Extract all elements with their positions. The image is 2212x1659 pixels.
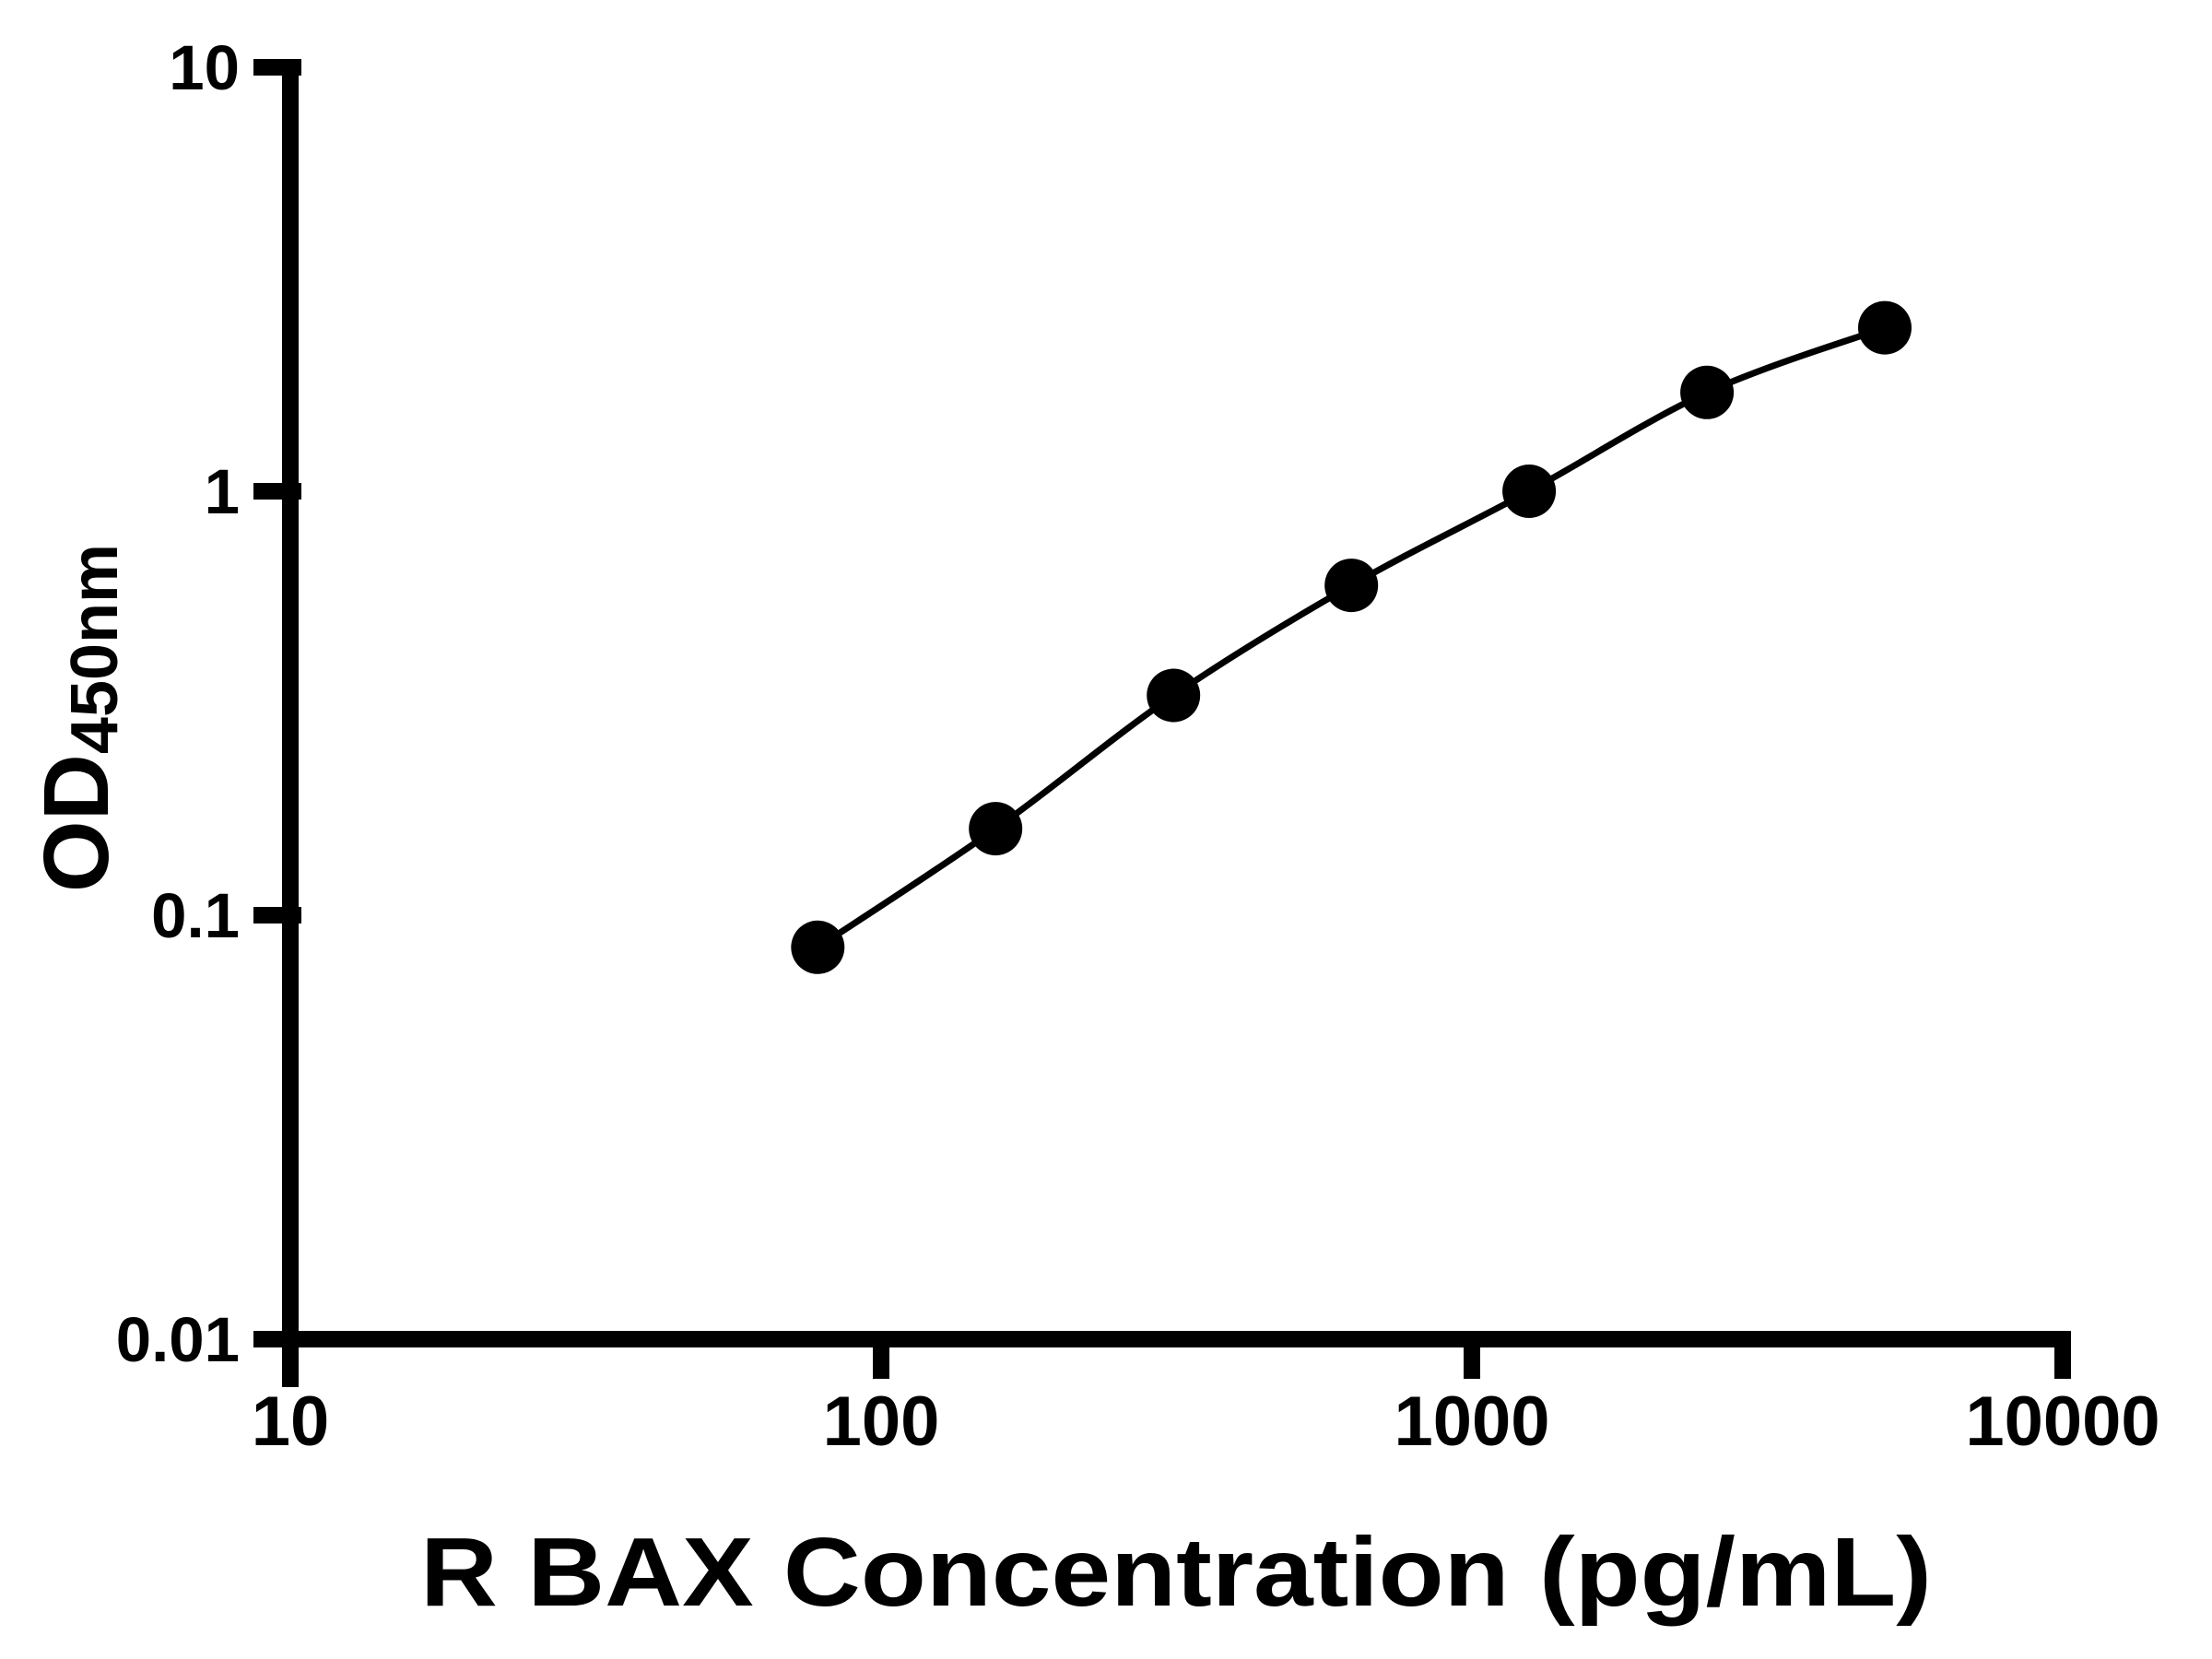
x-tick	[1464, 1331, 1480, 1379]
y-tick-label: 1	[205, 456, 240, 527]
data-point-marker	[1858, 300, 1912, 355]
y-axis-title-subscript: 450nm	[58, 544, 132, 754]
x-tick-label: 100	[823, 1382, 940, 1461]
data-point-marker	[969, 802, 1023, 856]
y-tick	[253, 59, 301, 76]
x-axis-ticks	[282, 1331, 2071, 1379]
y-tick-label: 0.1	[151, 880, 240, 951]
data-point-marker	[1680, 365, 1735, 419]
x-tick-label: 10	[252, 1382, 330, 1461]
standard-curve-line	[816, 324, 1887, 950]
y-tick	[253, 907, 301, 924]
data-point-marker	[791, 920, 845, 974]
x-tick-label: 1000	[1394, 1382, 1549, 1461]
data-point-marker	[1502, 465, 1557, 518]
x-axis-line	[253, 1331, 2071, 1347]
data-point-marker	[1324, 559, 1379, 613]
x-axis-tick-labels: 10 100 1000 10000	[252, 1382, 2160, 1461]
axes	[253, 59, 2071, 1387]
x-tick-label: 10000	[1965, 1382, 2159, 1461]
y-axis-title-main: OD	[25, 754, 128, 892]
x-tick	[2054, 1331, 2071, 1379]
y-axis-ticks	[253, 59, 301, 1347]
y-tick-label: 0.01	[116, 1304, 240, 1375]
data-point-marker	[1147, 668, 1201, 723]
x-axis-title: R BAX Concentration (pg/mL)	[420, 1518, 1932, 1627]
y-axis-tick-labels: 10 1 0.1 0.01	[116, 32, 240, 1375]
y-axis-line	[282, 59, 299, 1387]
y-tick	[253, 1331, 301, 1347]
y-tick	[253, 483, 301, 500]
y-tick-label: 10	[169, 32, 240, 103]
y-axis-title: OD450nm	[25, 544, 132, 892]
data-point-markers	[791, 300, 1912, 974]
x-tick	[873, 1331, 889, 1379]
